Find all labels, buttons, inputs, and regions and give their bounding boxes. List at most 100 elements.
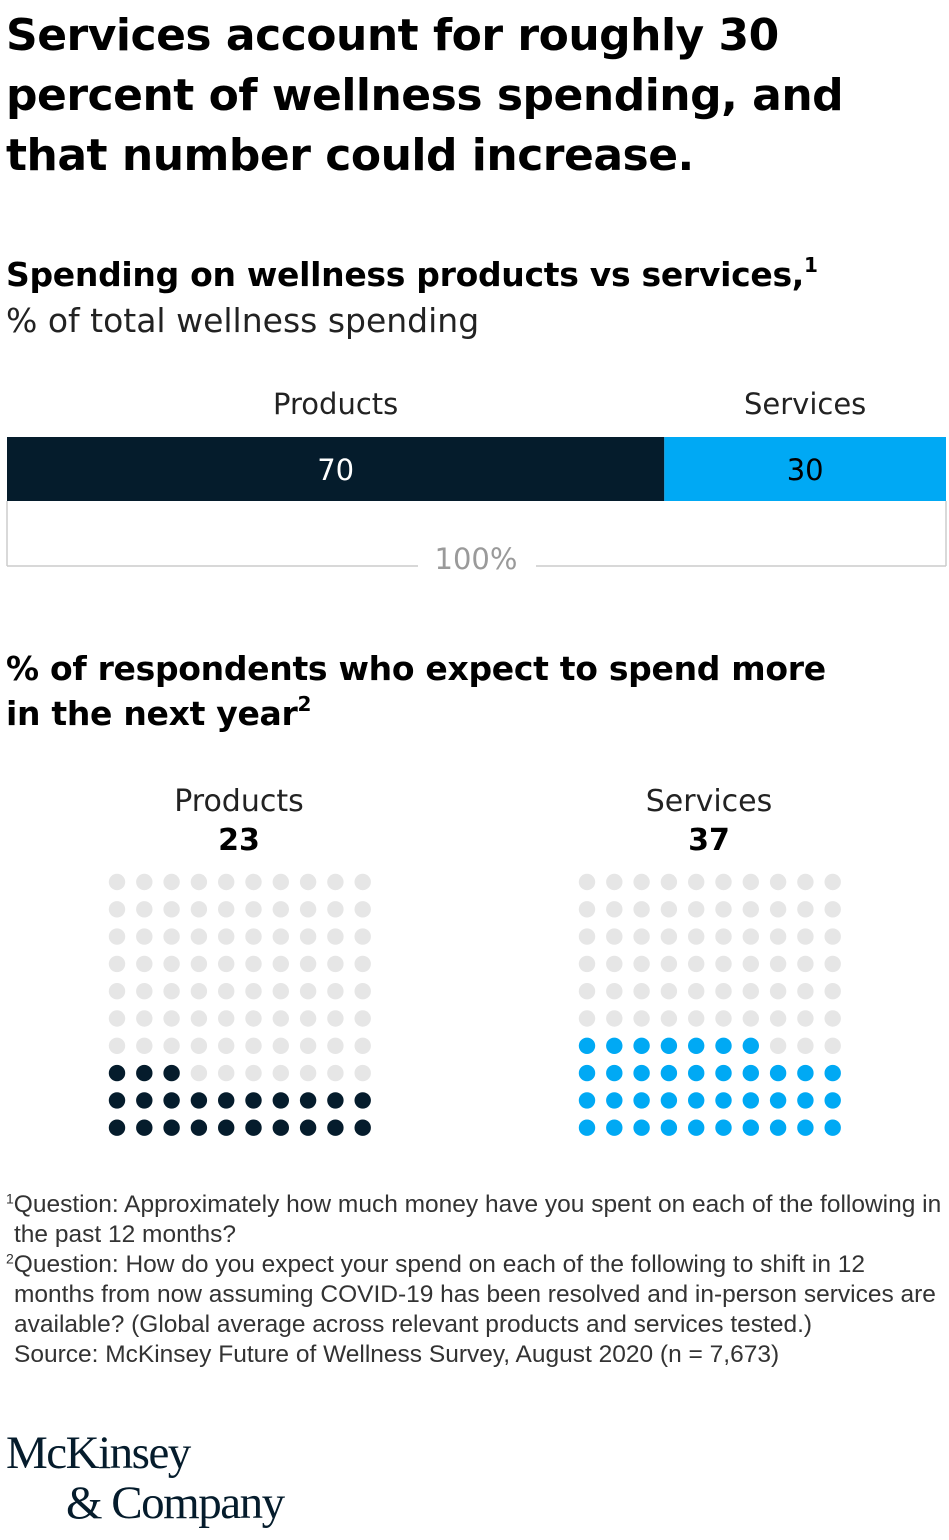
waffle-dot-empty (354, 1064, 371, 1082)
waffle-dot-empty (163, 873, 180, 891)
waffle-label-services: Services (646, 784, 773, 819)
logo-line-2: & Company (66, 1477, 285, 1529)
waffle-dot-empty (163, 928, 180, 945)
waffle-dot-empty (327, 1064, 344, 1082)
waffle-dot-filled (797, 1119, 814, 1136)
waffle-dot-filled (606, 1119, 623, 1136)
waffle-dot-empty (742, 928, 759, 945)
waffle-dot-empty (218, 1037, 235, 1055)
waffle-dot-filled (688, 1119, 705, 1136)
waffle-dot-filled (163, 1064, 180, 1082)
chart2-title-text: % of respondents who expect to spend mor… (6, 649, 826, 733)
waffle-dot-empty (272, 928, 289, 945)
waffle-dot-empty (245, 928, 262, 945)
waffle-dot-empty (578, 901, 596, 918)
waffle-dot-filled (824, 1119, 841, 1136)
waffle-dot-empty (245, 983, 262, 1000)
waffle-dot-empty (824, 983, 841, 1000)
waffle-dot-empty (190, 1010, 208, 1027)
waffle-dot-empty (354, 928, 371, 945)
waffle-dot-filled (136, 1064, 153, 1082)
waffle-dot-empty (218, 1010, 235, 1027)
waffle-dot-empty (660, 901, 678, 918)
waffle-dot-filled (272, 1092, 289, 1109)
waffle-dot-empty (327, 983, 344, 1000)
waffle-dot-filled (272, 1119, 289, 1136)
waffle-dot-empty (578, 983, 596, 1000)
waffle-dot-empty (715, 983, 732, 1000)
waffle-label-products: Products (174, 784, 304, 819)
waffle-dot-filled (245, 1119, 262, 1136)
waffle-dot-empty (742, 1010, 759, 1027)
waffle-dot-filled (769, 1119, 787, 1136)
waffle-dot-empty (108, 901, 126, 918)
headline: Services account for roughly 30 percent … (6, 10, 844, 181)
waffle-dot-empty (797, 901, 814, 918)
waffle-dot-filled (633, 1037, 650, 1055)
waffle-dot-empty (742, 955, 759, 973)
waffle-dot-empty (606, 1010, 623, 1027)
waffle-dot-empty (190, 901, 208, 918)
waffle-dot-filled (769, 1092, 787, 1109)
waffle-dot-empty (299, 1010, 317, 1027)
total-label: 100% (435, 542, 518, 576)
waffle-dot-empty (660, 928, 678, 945)
waffle-dot-filled (606, 1064, 623, 1082)
waffle-dot-filled (660, 1037, 678, 1055)
waffle-dot-empty (245, 1037, 262, 1055)
waffle-dot-empty (108, 955, 126, 973)
waffle-dot-filled (742, 1119, 759, 1136)
waffle-dot-empty (108, 983, 126, 1000)
waffle-dot-filled (715, 1119, 732, 1136)
waffle-dot-empty (797, 928, 814, 945)
waffle-dot-empty (769, 955, 787, 973)
waffle-dot-empty (606, 955, 623, 973)
waffle-dot-empty (218, 928, 235, 945)
waffle-dot-filled (245, 1092, 262, 1109)
waffle-dot-empty (190, 955, 208, 973)
waffle-dot-empty (797, 873, 814, 891)
waffle-dot-empty (136, 873, 153, 891)
waffle-dot-empty (578, 1010, 596, 1027)
waffle-dot-empty (327, 873, 344, 891)
waffle-dot-empty (660, 955, 678, 973)
waffle-dot-empty (108, 928, 126, 945)
chart1-unit-label: % of total wellness spending (6, 301, 480, 340)
waffle-dot-empty (606, 928, 623, 945)
waffle-dot-filled (163, 1119, 180, 1136)
waffle-dot-empty (797, 955, 814, 973)
chart1-title: Spending on wellness products vs service… (6, 252, 818, 297)
bar-value-services: 30 (787, 453, 824, 487)
footnote-2: 2Question: How do you expect your spend … (6, 1250, 946, 1340)
waffle-dot-empty (299, 983, 317, 1000)
waffle-dot-empty (578, 873, 596, 891)
waffle-dot-empty (715, 901, 732, 918)
waffle-dot-empty (136, 983, 153, 1000)
waffle-dot-empty (688, 901, 705, 918)
waffle-dot-filled (797, 1092, 814, 1109)
waffle-dot-empty (190, 873, 208, 891)
waffle-dot-empty (272, 955, 289, 973)
bar-value-products: 70 (317, 453, 354, 487)
waffle-dot-empty (797, 983, 814, 1000)
waffle-dot-filled (742, 1037, 759, 1055)
waffle-dot-filled (715, 1092, 732, 1109)
waffle-dot-empty (218, 873, 235, 891)
waffle-dot-empty (824, 1010, 841, 1027)
footnote-2-text: Question: How do you expect your spend o… (13, 1251, 936, 1338)
waffle-dot-empty (299, 873, 317, 891)
waffle-dot-empty (136, 1037, 153, 1055)
waffle-dot-filled (299, 1092, 317, 1109)
waffle-dot-empty (299, 1064, 317, 1082)
waffle-dot-empty (218, 1064, 235, 1082)
waffle-dot-filled (797, 1064, 814, 1082)
waffle-dot-empty (190, 1064, 208, 1082)
waffle-dot-empty (633, 873, 650, 891)
waffle-dot-empty (299, 901, 317, 918)
waffle-dot-empty (272, 1010, 289, 1027)
waffle-dot-empty (688, 928, 705, 945)
waffle-dot-empty (163, 1010, 180, 1027)
waffle-dot-empty (715, 1010, 732, 1027)
waffle-dot-filled (824, 1064, 841, 1082)
waffle-dot-empty (163, 1037, 180, 1055)
